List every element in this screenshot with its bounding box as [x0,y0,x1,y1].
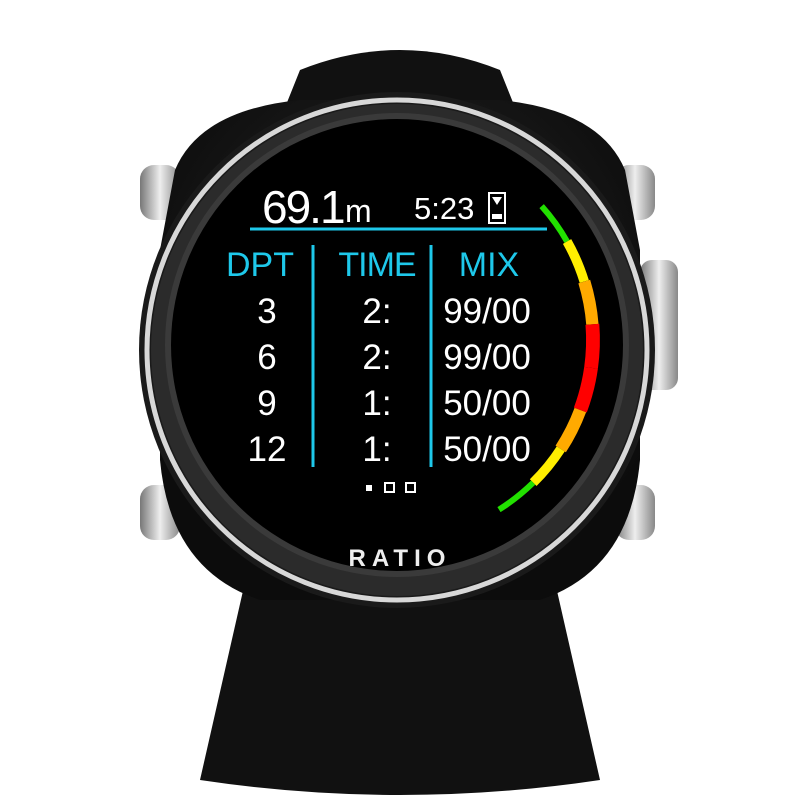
page-indicator [366,482,416,493]
gauge-segment [562,239,589,284]
bezel-ring [144,97,650,603]
hourglass-icon [488,192,506,224]
gauge-segment [573,366,598,413]
page-dot [384,482,395,493]
dive-time: 5:23 [414,191,475,226]
screen [171,119,623,571]
gauge-segment [584,323,600,369]
gauge-segment [539,204,570,244]
column-header-mix: MIX [458,246,520,284]
stop-depth: 6 [257,338,277,377]
page-dot-active [366,485,372,491]
stop-time: 1: [362,384,392,423]
stop-mix: 99/00 [443,292,531,331]
brand-logo: RATIO [348,545,452,572]
column-header-time: TIME [338,246,416,284]
gauge-segment [555,407,587,453]
depth-unit: m [345,193,372,229]
stop-mix: 99/00 [443,338,531,377]
stop-depth: 3 [257,292,277,331]
column-header-dpt: DPT [226,246,294,284]
gauge-segment [529,446,565,487]
stop-depth: 9 [257,384,277,423]
stop-time: 2: [362,338,392,377]
gauge-arc [497,204,600,513]
stop-mix: 50/00 [443,430,531,469]
stop-time: 1: [362,430,392,469]
page-dot [405,482,416,493]
stop-time: 2: [362,292,392,331]
gauge-segment [497,480,536,513]
stop-mix: 50/00 [443,384,531,423]
strap-bottom [200,560,600,795]
depth-value: 69.1 [262,181,346,233]
gauge-segment [578,279,599,325]
stop-depth: 12 [247,430,287,469]
